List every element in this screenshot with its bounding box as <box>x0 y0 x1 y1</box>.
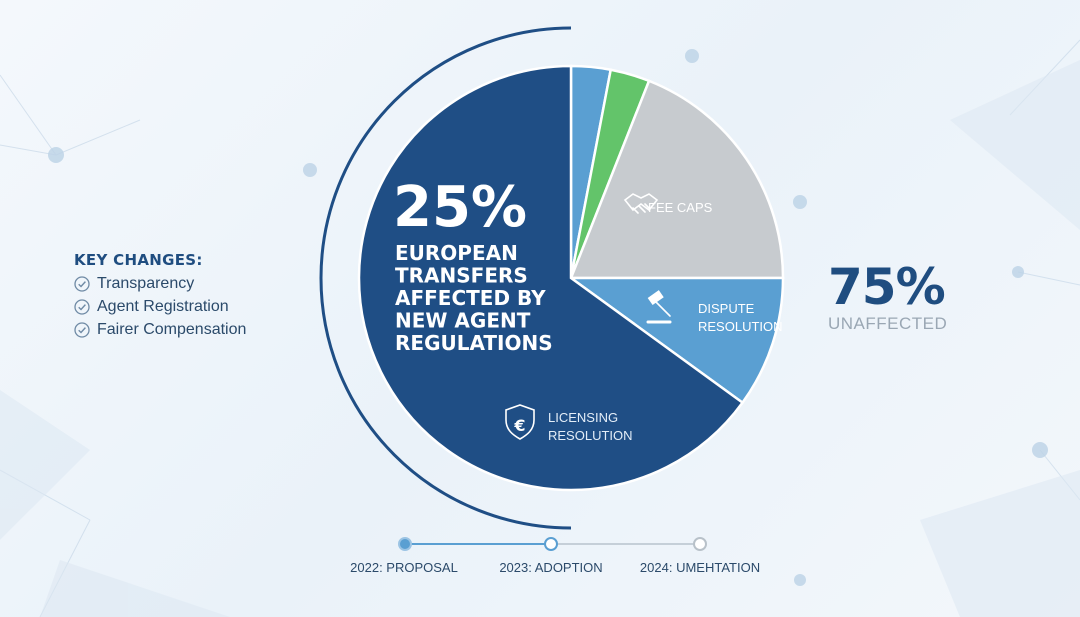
check-circle-icon <box>74 276 90 292</box>
key-changes-panel: KEY CHANGES: Transparency Agent Registra… <box>74 251 246 344</box>
outer-arc-decoration <box>319 26 572 530</box>
handshake-icon <box>623 193 659 214</box>
headline-line: REGULATIONS <box>395 331 553 355</box>
pie-slice <box>567 276 785 405</box>
headline-line: EUROPEAN <box>395 241 518 265</box>
timeline-label: 2023: ADOPTION <box>499 560 602 575</box>
timeline-node <box>693 537 707 551</box>
pie-slice <box>357 64 745 492</box>
unaffected-label: UNAFFECTED <box>828 314 948 333</box>
timeline-node <box>544 537 558 551</box>
check-circle-icon <box>74 299 90 315</box>
slice-label: FEE CAPS <box>648 200 713 215</box>
key-change-label: Agent Registration <box>97 298 229 315</box>
headline-line: NEW AGENT <box>395 309 531 333</box>
headline-percent: 25% <box>393 175 527 240</box>
unaffected-value: 75% <box>828 258 946 316</box>
headline-line: AFFECTED BY <box>395 286 546 310</box>
check-circle-icon <box>74 322 90 338</box>
svg-text:€: € <box>513 416 525 435</box>
key-changes-title: KEY CHANGES: <box>74 251 203 269</box>
pie-slice <box>569 79 785 280</box>
timeline-label: 2024: UMEHTATION <box>640 560 760 575</box>
timeline-label: 2022: PROPOSAL <box>350 560 458 575</box>
slice-label: LICENSING RESOLUTION <box>548 410 633 443</box>
key-change-item: Transparency <box>74 275 246 293</box>
headline-line: TRANSFERS <box>395 264 528 288</box>
gavel-icon <box>646 290 672 324</box>
key-change-item: Agent Registration <box>74 298 246 316</box>
key-change-item: Fairer Compensation <box>74 321 246 339</box>
unaffected-callout: 75% UNAFFECTED <box>828 258 947 334</box>
euro-shield-icon: € <box>505 404 535 440</box>
slice-label: DISPUTE RESOLUTION <box>698 301 783 334</box>
key-change-label: Transparency <box>97 275 195 292</box>
key-change-label: Fairer Compensation <box>97 321 247 338</box>
timeline-node <box>398 537 412 551</box>
